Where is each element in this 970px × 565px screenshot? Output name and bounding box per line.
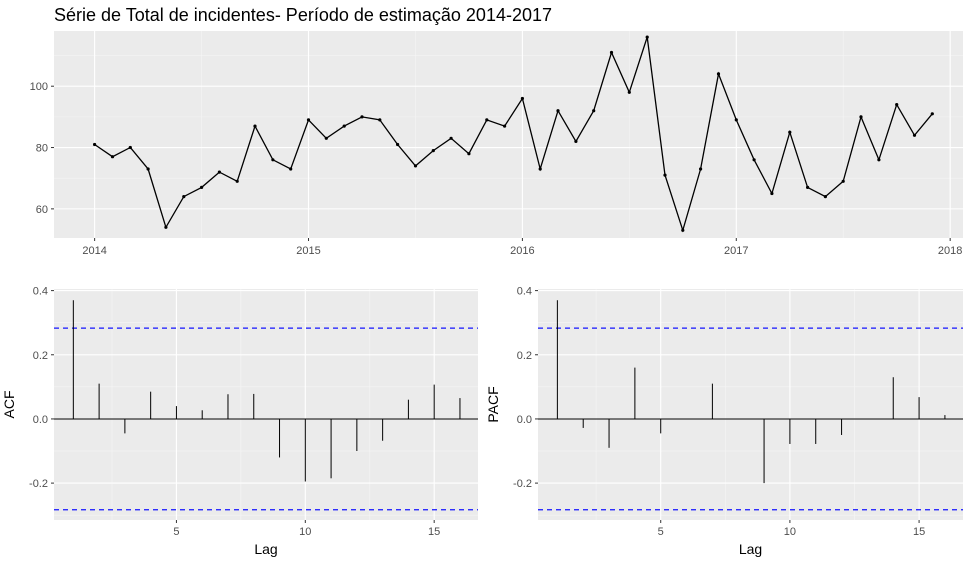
data-point [378,118,382,122]
x-tick-label: 2016 [510,245,534,257]
x-tick-label: 5 [173,526,179,538]
data-point [485,118,489,122]
y-tick-label: 0.0 [33,414,48,426]
data-point [859,115,863,119]
x-tick-label: 2017 [724,245,748,257]
data-point [306,118,311,122]
y-tick-label: 60 [36,204,48,216]
y-tick-label: 0.2 [517,350,532,362]
data-point [449,136,453,140]
y-tick-label: -0.2 [513,478,532,490]
data-point [877,158,881,162]
y-tick-label: 0.0 [517,414,532,426]
x-tick-label: 2018 [938,245,962,257]
time-series-panel: 2014 2015 2016 2017 2018 60 80 100 [30,31,963,257]
data-point [592,109,596,113]
data-point [110,155,115,159]
y-tick-label: 0.4 [33,286,48,298]
y-tick-label: 80 [36,143,48,155]
plot-background [54,289,478,520]
data-point [806,185,810,189]
acf-panel: 5 10 15 -0.2 0.0 0.2 0.4 Lag ACF [1,286,478,557]
pacf-panel: 5 10 15 -0.2 0.0 0.2 0.4 Lag PACF [485,286,963,557]
x-tick-label: 10 [784,526,796,538]
x-axis-label: Lag [739,541,762,557]
data-point [324,136,328,140]
x-tick-label: 15 [913,526,925,538]
data-point [289,167,293,171]
plot-background [54,31,963,238]
plot-background [538,289,963,520]
data-point [146,167,150,171]
data-point [431,149,435,153]
data-point [235,179,239,183]
x-tick-label: 10 [299,526,311,538]
data-point [520,96,525,101]
data-point [164,225,168,229]
data-point [538,167,542,171]
data-point [681,228,685,232]
data-point [663,173,667,177]
y-axis-label: ACF [1,391,17,419]
data-point [574,139,578,143]
data-point [609,50,614,55]
data-point [895,103,899,107]
data-point [556,109,560,113]
data-point [645,35,649,39]
x-tick-label: 15 [428,526,440,538]
data-point [200,185,204,189]
data-point [699,167,703,171]
data-point [627,90,631,94]
series-line [94,36,933,233]
x-tick-label: 5 [658,526,664,538]
x-axis-label: Lag [254,541,277,557]
data-point [342,124,346,128]
y-tick-label: 100 [30,81,48,93]
y-tick-label: 0.2 [33,350,48,362]
data-point [413,164,418,168]
data-point [217,170,221,174]
data-point [752,158,756,162]
data-point [716,72,721,76]
data-point [823,195,828,199]
data-point [770,191,774,196]
y-axis-label: PACF [485,386,501,422]
data-point [360,115,364,119]
data-point [182,195,186,199]
chart-title: Série de Total de incidentes- Período de… [54,5,552,25]
y-tick-label: -0.2 [29,478,48,490]
data-point [467,152,471,156]
data-point [396,142,400,147]
data-point [128,145,132,150]
data-point [271,158,275,162]
data-point [93,142,97,147]
data-point [841,179,845,183]
data-point [912,133,917,137]
data-point [253,124,257,128]
data-point [788,130,792,134]
data-point [503,124,507,128]
data-point [734,118,738,122]
data-point [930,112,934,116]
x-tick-label: 2015 [296,245,320,257]
y-tick-label: 0.4 [517,286,532,298]
x-tick-label: 2014 [82,245,106,257]
